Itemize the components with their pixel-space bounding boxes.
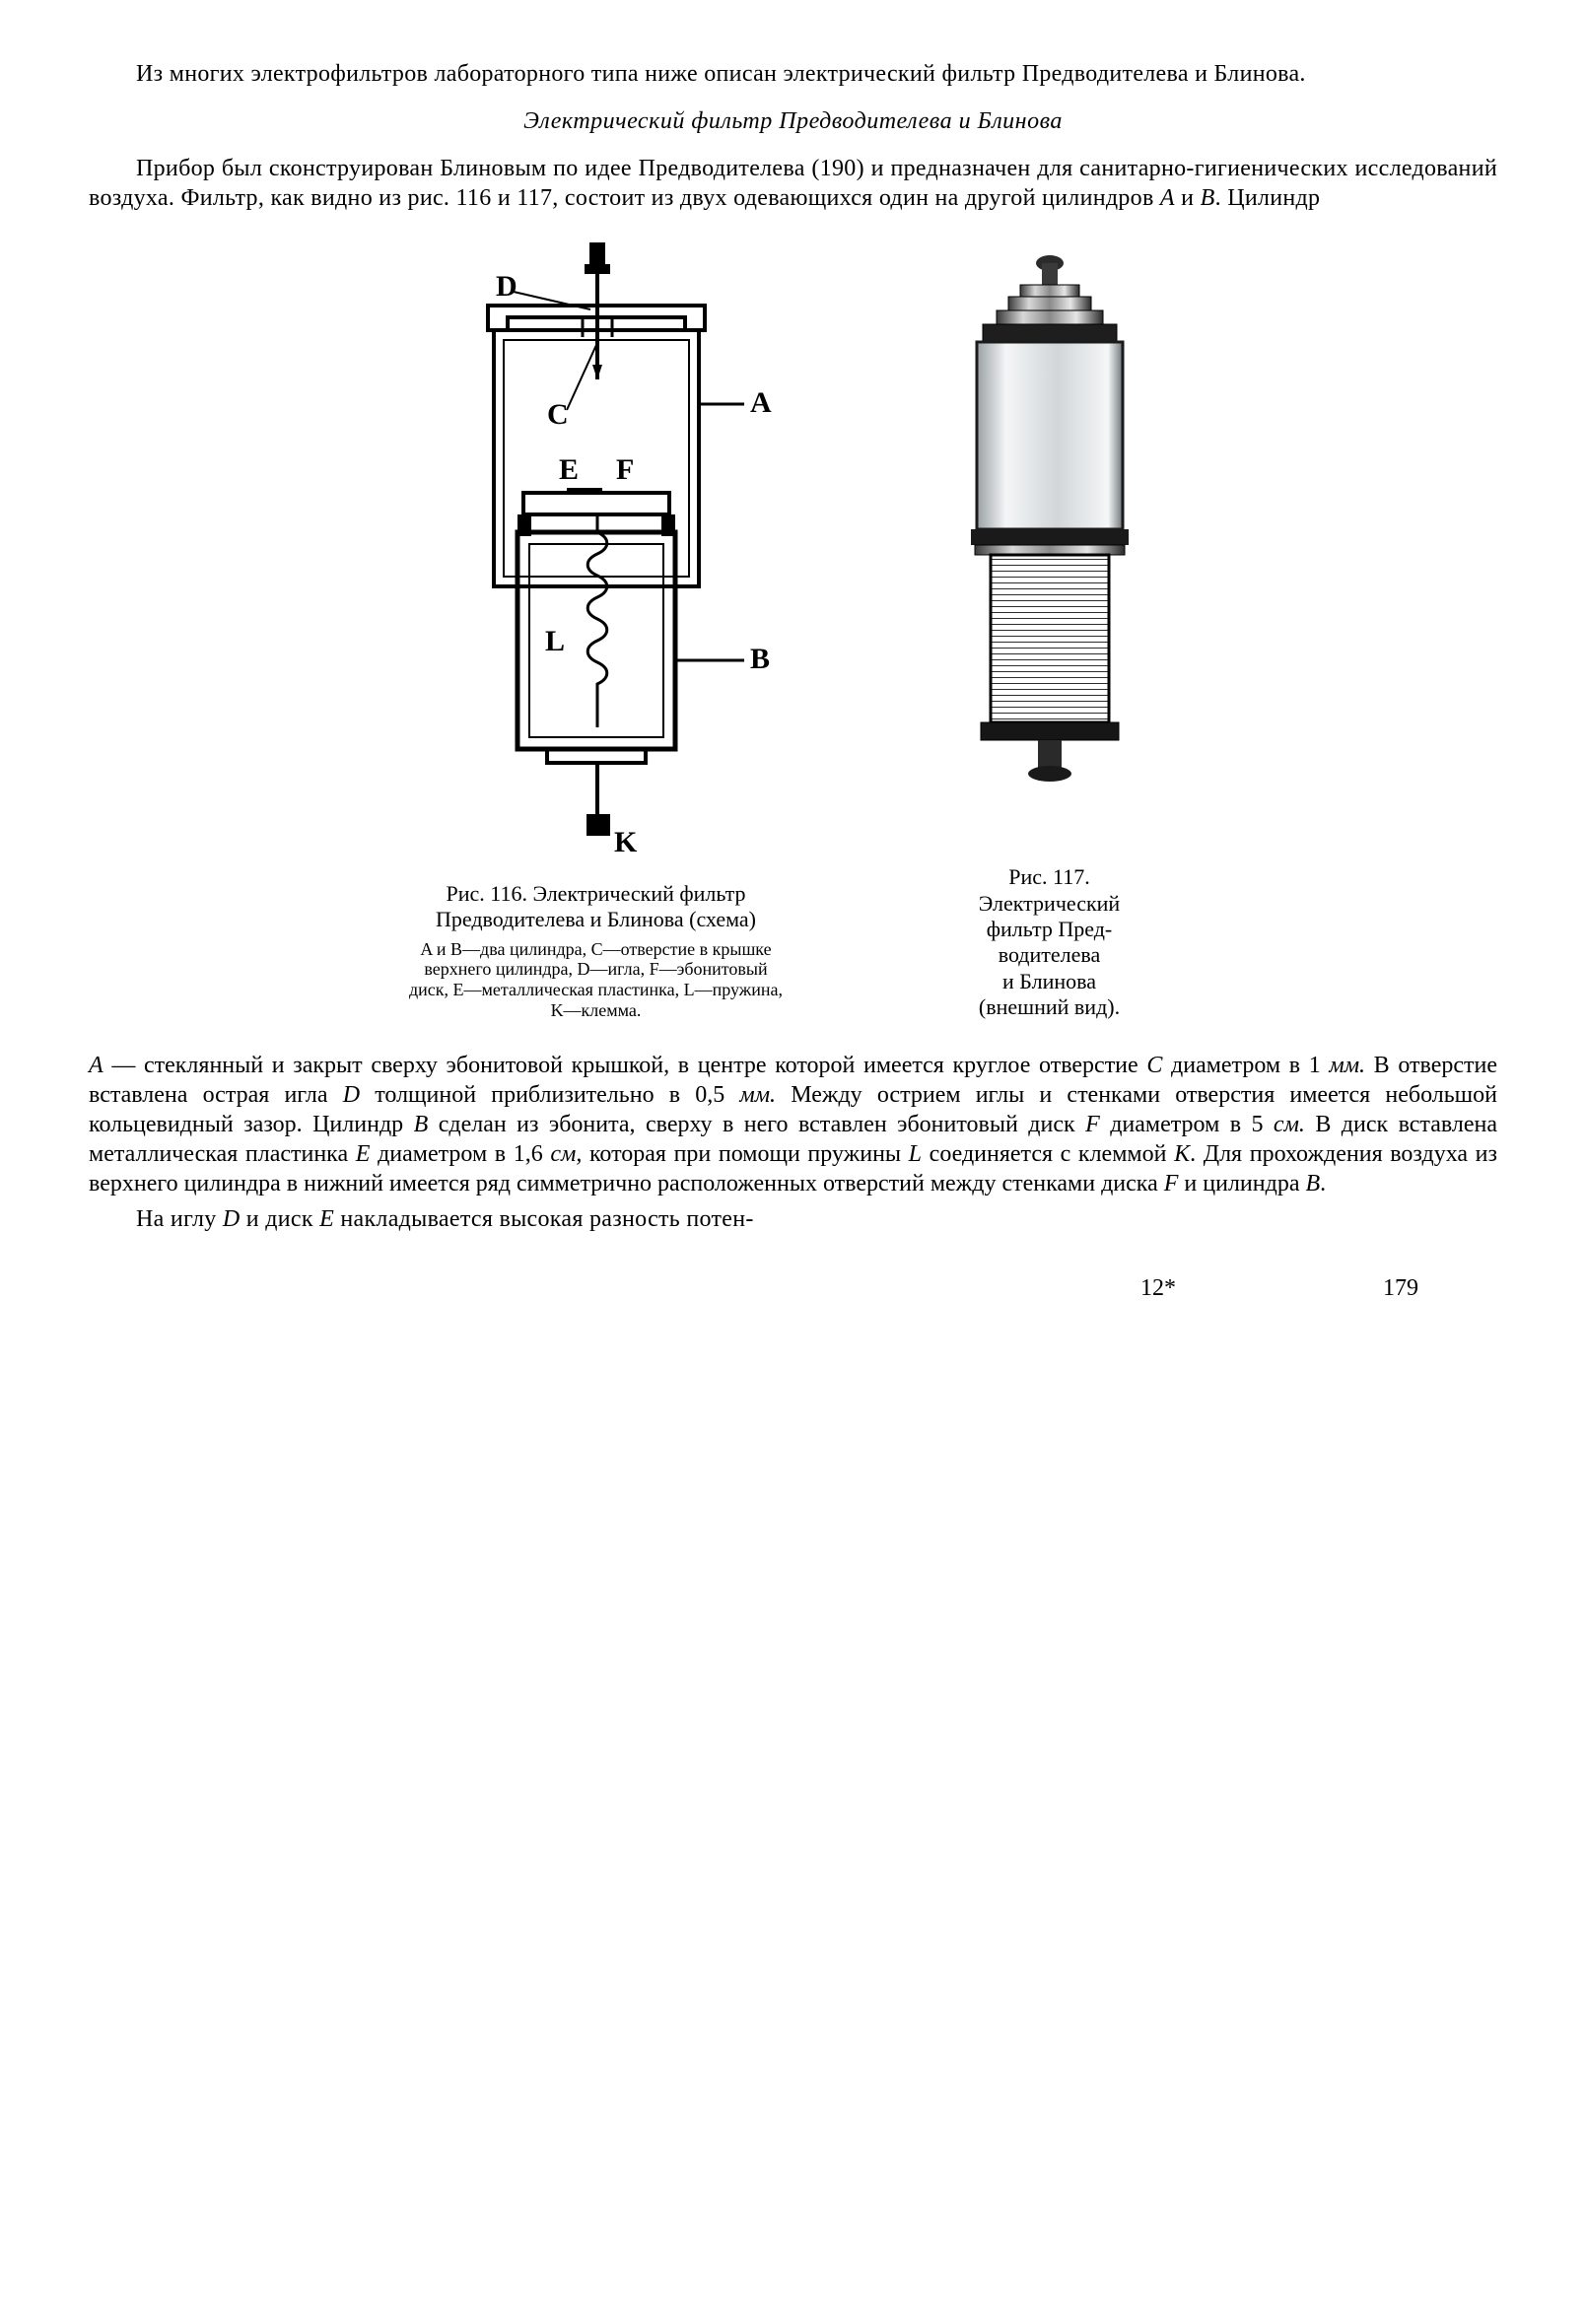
page-number: 179 (1383, 1273, 1418, 1303)
page-footer: 12* 179 (89, 1273, 1497, 1303)
p2-mid1: и (1175, 185, 1201, 211)
fig117-caption-l1: Рис. 117. (1008, 864, 1089, 889)
fig116-label-K: K (614, 826, 638, 858)
fig116-label-A: A (750, 386, 772, 419)
intro-paragraph: Из многих электрофильтров лабораторного … (89, 59, 1497, 89)
fig117-caption-l2: Электрический (979, 891, 1120, 916)
fig116-label-F: F (616, 453, 634, 486)
fig116-label-D: D (496, 270, 517, 303)
fig116-caption-sub: A и B—два цилиндра, C—отверстие в крышке… (409, 939, 784, 1021)
p2-A: A (1160, 185, 1175, 211)
figure-116: D C A E F L B K Рис. 116. Электрический … (399, 237, 793, 1021)
signature-mark: 12* (1140, 1273, 1176, 1303)
fig116-label-C: C (547, 398, 569, 431)
p2-B: B (1201, 185, 1215, 211)
fig116-label-E: E (559, 453, 579, 486)
fig117-caption-l4: водителева (999, 942, 1101, 967)
paragraph-2: Прибор был сконструирован Блиновым по ид… (89, 154, 1497, 213)
fig116-svg: D C A E F L B K (399, 237, 793, 867)
figure-117: Рис. 117. Электрический фильтр Пред- вод… (912, 239, 1188, 1020)
figures-row: D C A E F L B K Рис. 116. Электрический … (89, 237, 1497, 1021)
p2-post: . Цилиндр (1215, 185, 1321, 211)
fig116-label-L: L (545, 625, 565, 657)
fig117-caption: Рис. 117. Электрический фильтр Пред- вод… (979, 864, 1120, 1020)
section-subheading: Электрический фильтр Предводителева и Бл… (89, 106, 1497, 136)
fig117-caption-l5: и Блинова (1002, 969, 1096, 993)
fig116-caption: Рис. 116. Электрический фильтр Предводит… (409, 881, 784, 933)
fig117-svg (912, 239, 1188, 851)
paragraph-4: На иглу D и диск E накладывается высокая… (89, 1204, 1497, 1234)
fig116-label-B: B (750, 643, 770, 675)
fig117-caption-l3: фильтр Пред- (987, 917, 1112, 941)
fig117-caption-l6: (внешний вид). (979, 994, 1120, 1019)
paragraph-3: A — стеклянный и закрыт сверху эбонитово… (89, 1051, 1497, 1198)
